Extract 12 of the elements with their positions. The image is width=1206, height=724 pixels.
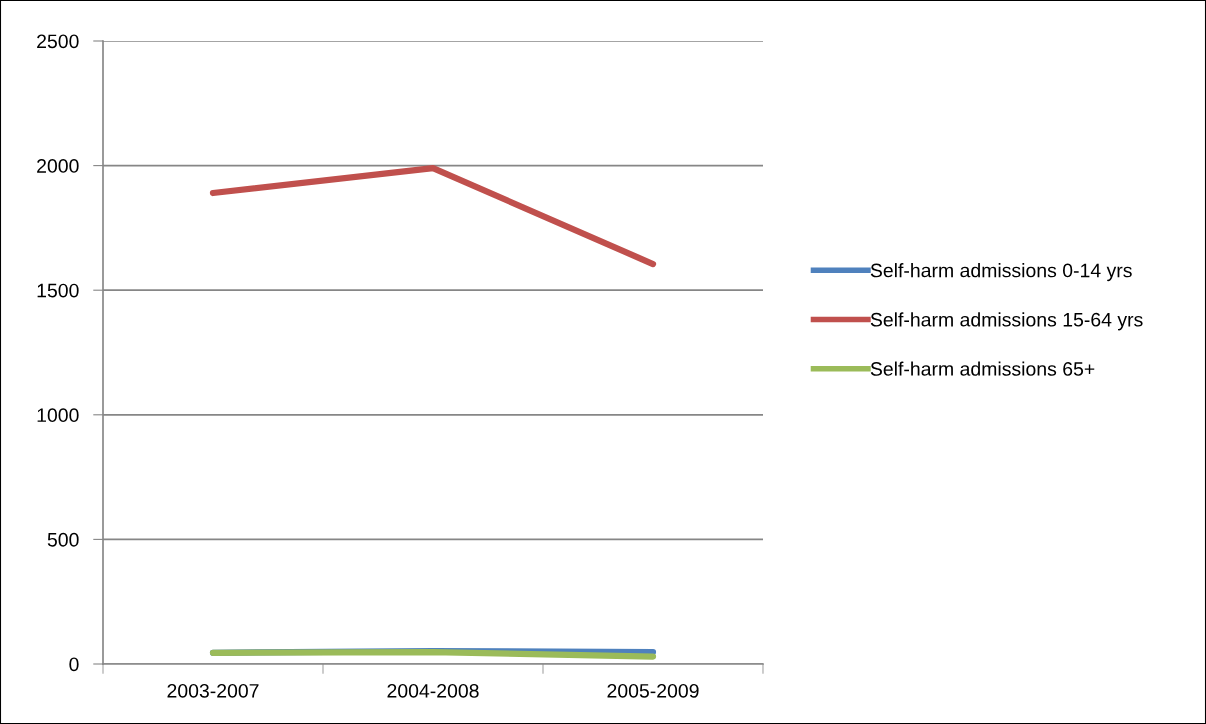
y-tick-label: 1500 — [37, 283, 79, 298]
x-tick-label: 2005-2009 — [607, 683, 699, 698]
legend-label: Self-harm admissions 65+ — [870, 361, 1095, 376]
x-tick-label: 2004-2008 — [387, 683, 479, 698]
y-tick-label: 0 — [69, 657, 79, 672]
y-tick-label: 2000 — [37, 159, 79, 173]
legend-label: Self-harm admissions 15-64 yrs — [870, 312, 1143, 331]
y-tick-label: 1000 — [37, 408, 79, 423]
y-tick-label: 2500 — [37, 34, 79, 49]
y-tick-label: 500 — [47, 532, 79, 547]
x-tick-label: 2003-2007 — [167, 683, 259, 698]
legend-label: Self-harm admissions 0-14 yrs — [870, 263, 1132, 282]
